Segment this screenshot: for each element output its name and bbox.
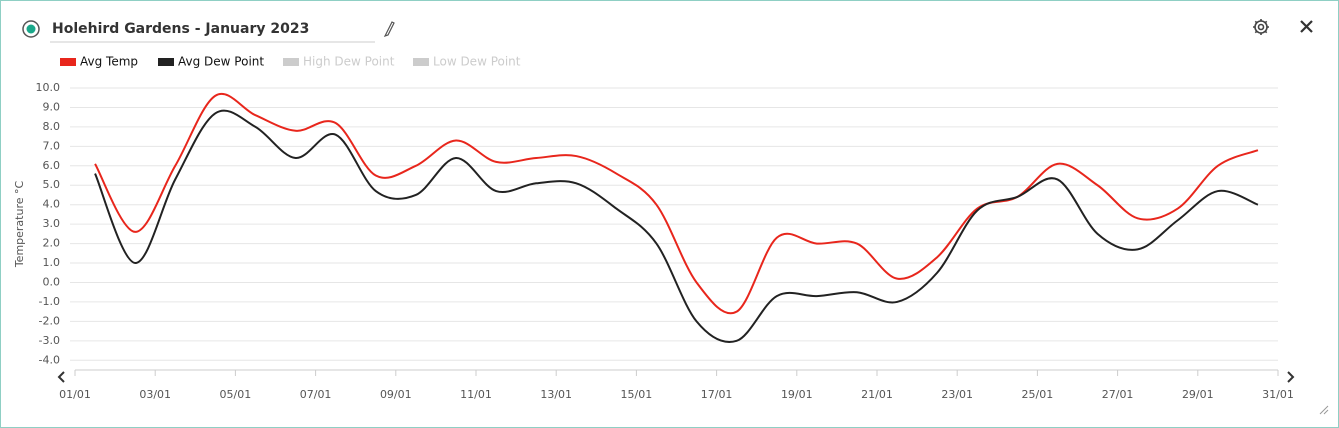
y-tick-label: 5.0	[43, 178, 61, 191]
legend-label: Avg Temp	[80, 55, 138, 69]
radio-icon[interactable]	[22, 20, 40, 38]
y-tick-label: 4.0	[43, 198, 61, 211]
y-tick-label: 9.0	[43, 100, 61, 113]
prev-arrow[interactable]	[57, 371, 65, 383]
resize-handle[interactable]	[1319, 405, 1329, 415]
widget-title[interactable]: Holehird Gardens - January 2023	[52, 21, 309, 37]
x-tick-label: 03/01	[139, 388, 171, 401]
legend-item[interactable]: Avg Temp	[60, 55, 138, 69]
legend-item[interactable]: Low Dew Point	[413, 55, 521, 69]
legend-swatch	[413, 58, 429, 66]
x-tick-label: 15/01	[621, 388, 653, 401]
series-line	[94, 92, 1259, 315]
edit-icon[interactable]	[383, 21, 395, 38]
y-tick-label: -3.0	[39, 334, 60, 347]
x-tick-label: 21/01	[861, 388, 893, 401]
y-tick-label: 8.0	[43, 120, 61, 133]
x-tick-label: 31/01	[1262, 388, 1294, 401]
x-tick-label: 19/01	[781, 388, 813, 401]
y-tick-label: 7.0	[43, 139, 61, 152]
x-tick-label: 17/01	[701, 388, 733, 401]
x-tick-label: 05/01	[220, 388, 252, 401]
y-tick-label: 6.0	[43, 159, 61, 172]
x-tick-label: 09/01	[380, 388, 412, 401]
y-tick-label: 1.0	[43, 256, 61, 269]
y-tick-label: -2.0	[39, 314, 60, 327]
x-tick-label: 07/01	[300, 388, 332, 401]
series-line	[94, 109, 1259, 343]
close-icon[interactable]	[1300, 20, 1313, 33]
x-tick-label: 27/01	[1102, 388, 1134, 401]
settings-icon[interactable]	[1253, 19, 1269, 35]
x-tick-label: 13/01	[540, 388, 572, 401]
legend-item[interactable]: High Dew Point	[283, 55, 395, 69]
y-tick-label: 2.0	[43, 237, 61, 250]
legend-item[interactable]: Avg Dew Point	[158, 55, 264, 69]
x-tick-label: 29/01	[1182, 388, 1214, 401]
x-tick-label: 25/01	[1022, 388, 1054, 401]
legend-label: Avg Dew Point	[178, 55, 264, 69]
x-tick-label: 23/01	[941, 388, 973, 401]
y-tick-label: 10.0	[36, 81, 61, 94]
y-tick-label: 0.0	[43, 275, 61, 288]
y-tick-label: 3.0	[43, 217, 61, 230]
x-tick-label: 11/01	[460, 388, 492, 401]
x-tick-label: 01/01	[59, 388, 91, 401]
legend-label: Low Dew Point	[433, 55, 521, 69]
y-axis-label: Temperature °C	[13, 181, 26, 269]
y-tick-label: -1.0	[39, 295, 60, 308]
legend-swatch	[283, 58, 299, 66]
legend-swatch	[60, 58, 76, 66]
y-tick-label: -4.0	[39, 353, 60, 366]
legend-label: High Dew Point	[303, 55, 395, 69]
legend-swatch	[158, 58, 174, 66]
next-arrow[interactable]	[1287, 371, 1295, 383]
